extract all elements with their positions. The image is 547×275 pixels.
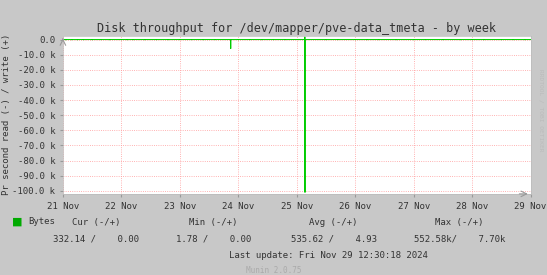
Text: Munin 2.0.75: Munin 2.0.75 <box>246 266 301 274</box>
Y-axis label: Pr second read (-) / write (+): Pr second read (-) / write (+) <box>2 34 11 196</box>
Text: Min (-/+): Min (-/+) <box>189 218 237 227</box>
Text: Avg (-/+): Avg (-/+) <box>310 218 358 227</box>
Text: 535.62 /    4.93: 535.62 / 4.93 <box>290 235 377 244</box>
Title: Disk throughput for /dev/mapper/pve-data_tmeta - by week: Disk throughput for /dev/mapper/pve-data… <box>97 21 496 35</box>
Text: 552.58k/    7.70k: 552.58k/ 7.70k <box>414 235 505 244</box>
Text: Bytes: Bytes <box>28 217 55 226</box>
Text: Max (-/+): Max (-/+) <box>435 218 484 227</box>
Text: RRDTOOL / TOBI OETIKER: RRDTOOL / TOBI OETIKER <box>538 69 543 151</box>
Text: Last update: Fri Nov 29 12:30:18 2024: Last update: Fri Nov 29 12:30:18 2024 <box>229 251 428 260</box>
Text: 332.14 /    0.00: 332.14 / 0.00 <box>53 235 139 244</box>
Text: 1.78 /    0.00: 1.78 / 0.00 <box>176 235 251 244</box>
Text: Cur (-/+): Cur (-/+) <box>72 218 120 227</box>
Text: ■: ■ <box>12 216 22 226</box>
